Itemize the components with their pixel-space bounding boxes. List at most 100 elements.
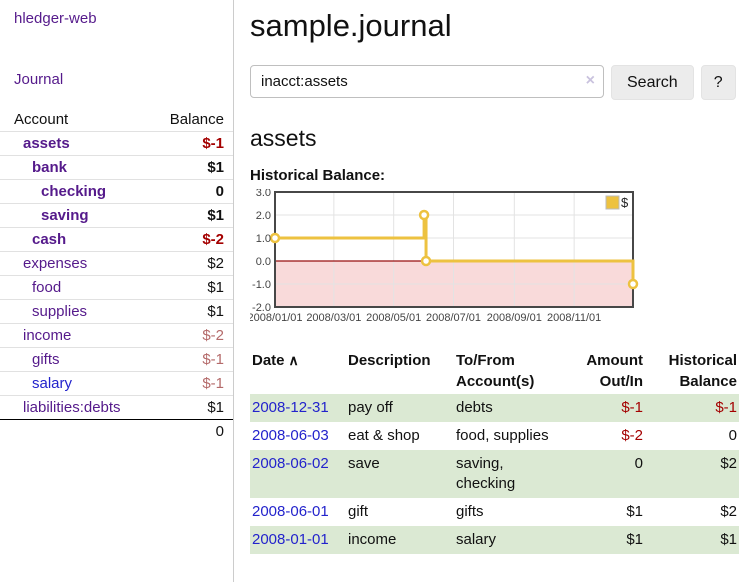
register-header-date[interactable]: Date ∧: [252, 352, 299, 369]
search-bar: × Search ?: [250, 65, 742, 100]
transaction-balance: $2: [720, 503, 737, 520]
account-row: saving $1: [0, 203, 233, 228]
account-balance: $-1: [142, 371, 233, 396]
transaction-accounts: gifts: [456, 503, 484, 520]
search-button[interactable]: Search: [611, 65, 694, 100]
svg-text:2008/01/01: 2008/01/01: [250, 312, 303, 324]
transaction-amount: 0: [634, 455, 643, 472]
sidebar-nav: Journal: [14, 71, 233, 88]
transaction-description: gift: [348, 503, 369, 520]
accounts-header-balance: Balance: [169, 111, 224, 128]
svg-text:2008/09/01: 2008/09/01: [487, 312, 542, 324]
svg-text:0.0: 0.0: [256, 256, 271, 268]
register-header-balance: Historical Balance: [668, 352, 737, 390]
register-header-description: Description: [348, 352, 431, 369]
transaction-accounts: food, supplies: [456, 427, 549, 444]
register-row: 2008-06-03 eat & shop food, supplies $-2…: [250, 422, 739, 450]
svg-text:2008/03/01: 2008/03/01: [306, 312, 361, 324]
transaction-accounts: saving, checking: [456, 455, 516, 492]
account-balance: $-2: [142, 227, 233, 252]
account-row: checking 0: [0, 179, 233, 204]
transaction-balance: $-1: [715, 399, 737, 416]
account-balance: $-1: [142, 347, 233, 372]
account-link-supplies[interactable]: supplies: [32, 303, 88, 320]
transaction-description: income: [348, 531, 397, 548]
account-row: assets $-1: [0, 131, 233, 156]
account-row: food $1: [0, 275, 233, 300]
register-row: 2008-06-01 gift gifts $1 $2: [250, 498, 739, 526]
account-row: bank $1: [0, 155, 233, 180]
account-balance: $1: [142, 155, 233, 180]
transaction-accounts: salary: [456, 531, 497, 548]
transaction-date-link[interactable]: 2008-06-03: [252, 427, 329, 444]
register-header-amount: Amount Out/In: [586, 352, 643, 390]
svg-text:1.0: 1.0: [256, 233, 271, 245]
account-row: income $-2: [0, 323, 233, 348]
main-content: sample.journal × Search ? assets Histori…: [234, 0, 742, 582]
account-link-liabilities-debts[interactable]: liabilities:debts: [23, 399, 121, 416]
transaction-balance: $1: [720, 531, 737, 548]
svg-text:$: $: [621, 195, 629, 210]
svg-text:2008/05/01: 2008/05/01: [366, 312, 421, 324]
account-link-saving[interactable]: saving: [41, 207, 89, 224]
page-title: sample.journal: [250, 8, 452, 43]
transaction-date-link[interactable]: 2008-06-02: [252, 455, 329, 472]
account-row: cash $-2: [0, 227, 233, 252]
svg-text:-2.0: -2.0: [252, 302, 271, 314]
transaction-date-link[interactable]: 2008-12-31: [252, 399, 329, 416]
svg-text:-1.0: -1.0: [252, 279, 271, 291]
transaction-amount: $1: [626, 503, 643, 520]
account-link-checking[interactable]: checking: [41, 183, 107, 200]
account-link-food[interactable]: food: [32, 279, 62, 296]
svg-text:2008/07/01: 2008/07/01: [426, 312, 481, 324]
account-row: supplies $1: [0, 299, 233, 324]
accounts-table: Account Balance assets $-1 bank $1 check…: [0, 108, 233, 444]
sidebar-item-journal[interactable]: Journal: [14, 71, 64, 88]
svg-text:3.0: 3.0: [256, 189, 271, 199]
account-link-salary[interactable]: salary: [32, 375, 73, 392]
transaction-accounts: debts: [456, 399, 493, 416]
account-balance: $1: [142, 203, 233, 228]
transaction-description: save: [348, 455, 380, 472]
account-link-gifts[interactable]: gifts: [32, 351, 60, 368]
account-link-assets[interactable]: assets: [23, 135, 70, 152]
register-row: 2008-12-31 pay off debts $-1 $-1: [250, 394, 739, 422]
account-link-income[interactable]: income: [23, 327, 72, 344]
account-balance: $-1: [142, 131, 233, 156]
register-row: 2008-01-01 income salary $1 $1: [250, 526, 739, 554]
svg-text:2.0: 2.0: [256, 210, 271, 222]
app-brand-link[interactable]: hledger-web: [14, 10, 97, 27]
accounts-total-value: 0: [142, 419, 233, 444]
transaction-date-link[interactable]: 2008-06-01: [252, 503, 329, 520]
accounts-total-row: 0: [0, 419, 233, 444]
account-balance: 0: [142, 179, 233, 204]
account-row: expenses $2: [0, 251, 233, 276]
help-button[interactable]: ?: [700, 65, 736, 100]
account-balance: $1: [142, 395, 233, 420]
account-row: gifts $-1: [0, 347, 233, 372]
clear-search-icon[interactable]: ×: [585, 72, 595, 89]
transaction-amount: $-2: [621, 427, 643, 444]
search-input[interactable]: [250, 65, 604, 98]
account-link-bank[interactable]: bank: [32, 159, 68, 176]
transaction-amount: $-1: [621, 399, 643, 416]
accounts-header-account: Account: [14, 111, 69, 128]
register-header-accounts: To/From Account(s): [456, 352, 535, 390]
transaction-amount: $1: [626, 531, 643, 548]
sidebar: hledger-web Journal Account Balance asse…: [0, 0, 234, 582]
account-link-expenses[interactable]: expenses: [23, 255, 88, 272]
account-row: liabilities:debts $1: [0, 395, 233, 420]
account-balance: $2: [142, 251, 233, 276]
account-heading: assets: [250, 125, 317, 151]
chart-title: Historical Balance:: [250, 167, 386, 184]
transaction-balance: $2: [720, 455, 737, 472]
account-link-cash[interactable]: cash: [32, 231, 67, 248]
account-balance: $1: [142, 275, 233, 300]
register-row: 2008-06-02 save saving, checking 0 $2: [250, 450, 739, 498]
register-table: Date ∧ Description To/From Account(s) Amou…: [250, 348, 739, 554]
svg-text:2008/11/01: 2008/11/01: [547, 312, 601, 324]
transaction-date-link[interactable]: 2008-01-01: [252, 531, 329, 548]
transaction-description: eat & shop: [348, 427, 420, 444]
account-row: salary $-1: [0, 371, 233, 396]
